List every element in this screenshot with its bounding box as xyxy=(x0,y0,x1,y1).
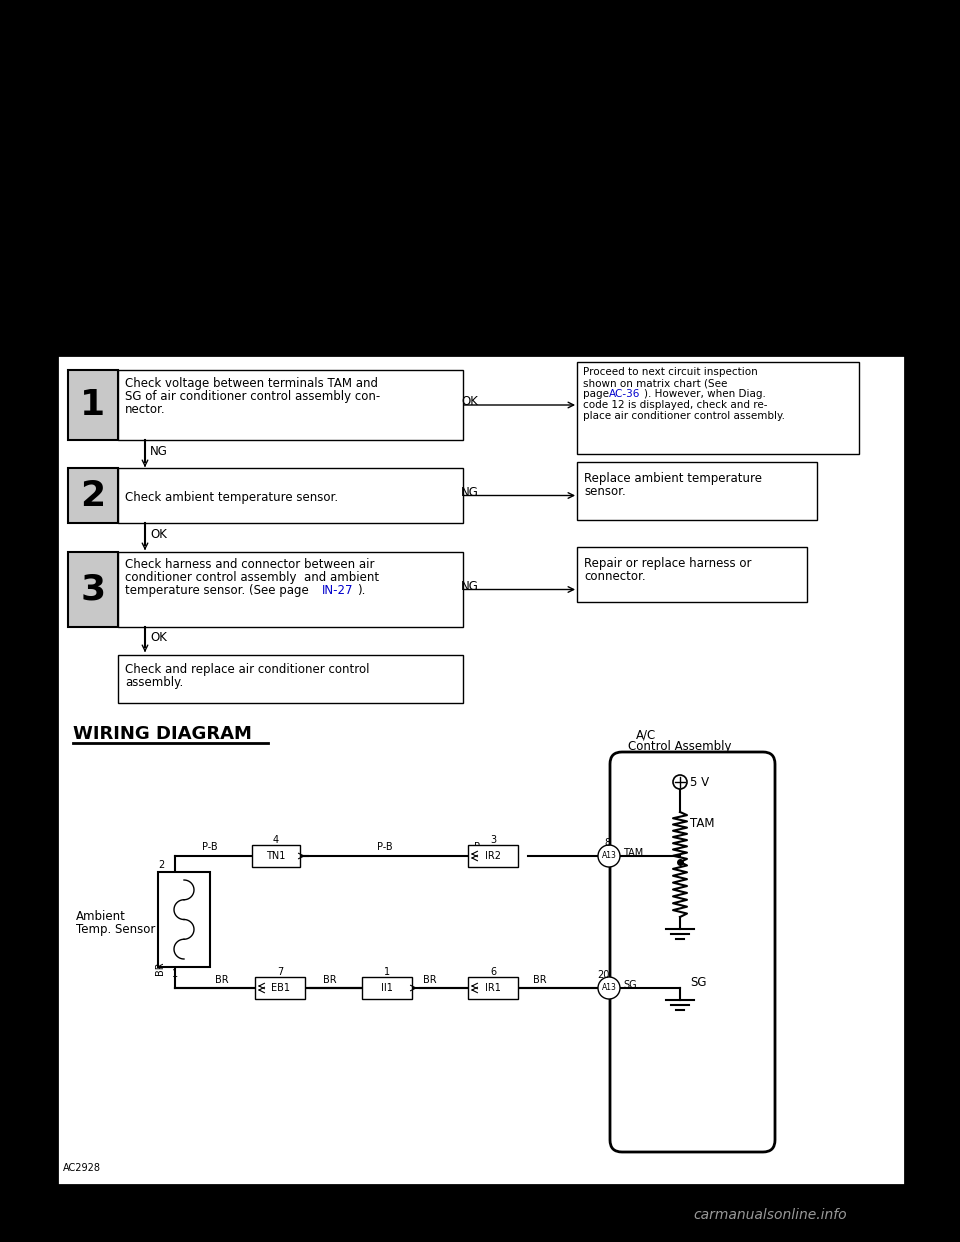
Text: A/C: A/C xyxy=(636,728,657,741)
Text: carmanualsonline.info: carmanualsonline.info xyxy=(693,1208,847,1222)
Text: A13: A13 xyxy=(602,984,616,992)
Text: 2: 2 xyxy=(157,859,164,869)
Text: Ambient: Ambient xyxy=(76,909,126,923)
Bar xyxy=(577,462,817,520)
Text: Check ambient temperature sensor.: Check ambient temperature sensor. xyxy=(125,491,338,503)
Text: 1: 1 xyxy=(384,968,390,977)
Text: SG of air conditioner control assembly con-: SG of air conditioner control assembly c… xyxy=(125,390,380,402)
Text: 1: 1 xyxy=(81,388,106,422)
Text: connector.: connector. xyxy=(584,570,646,582)
Bar xyxy=(57,355,905,1185)
Text: BR: BR xyxy=(215,975,228,985)
Text: 7: 7 xyxy=(276,968,283,977)
Text: sensor.: sensor. xyxy=(584,484,626,498)
Text: SG: SG xyxy=(623,980,636,990)
Text: P-B: P-B xyxy=(203,842,218,852)
Bar xyxy=(118,655,463,703)
Bar xyxy=(468,845,518,867)
Bar xyxy=(252,845,300,867)
Text: TN1: TN1 xyxy=(266,851,286,861)
Text: 8: 8 xyxy=(604,838,610,848)
Text: OK: OK xyxy=(461,395,478,409)
Text: 3: 3 xyxy=(490,835,496,845)
Text: Temp. Sensor: Temp. Sensor xyxy=(76,923,156,935)
Text: 20: 20 xyxy=(597,970,610,980)
Text: assembly.: assembly. xyxy=(125,676,183,689)
Text: ).: ). xyxy=(357,584,366,597)
Text: 4: 4 xyxy=(273,835,279,845)
Text: OK: OK xyxy=(150,528,167,542)
Text: conditioner control assembly  and ambient: conditioner control assembly and ambient xyxy=(125,571,379,584)
Text: shown on matrix chart (See: shown on matrix chart (See xyxy=(583,378,728,388)
Text: EB1: EB1 xyxy=(271,982,290,994)
Circle shape xyxy=(673,775,687,789)
Text: place air conditioner control assembly.: place air conditioner control assembly. xyxy=(583,411,785,421)
Text: Replace ambient temperature: Replace ambient temperature xyxy=(584,472,762,484)
Text: code 12 is displayed, check and re-: code 12 is displayed, check and re- xyxy=(583,400,767,410)
Bar xyxy=(577,361,859,455)
Text: temperature sensor. (See page: temperature sensor. (See page xyxy=(125,584,313,597)
Text: BR: BR xyxy=(533,975,547,985)
Text: Proceed to next circuit inspection: Proceed to next circuit inspection xyxy=(583,366,757,378)
Text: P: P xyxy=(474,842,480,852)
Text: TAM: TAM xyxy=(690,817,714,830)
Text: AC2928: AC2928 xyxy=(63,1163,101,1172)
Bar xyxy=(362,977,412,999)
Text: 6: 6 xyxy=(490,968,496,977)
Bar xyxy=(118,551,463,627)
Text: IN-27: IN-27 xyxy=(322,584,353,597)
Text: 5 V: 5 V xyxy=(690,776,709,789)
Text: page: page xyxy=(583,389,609,399)
Bar xyxy=(118,370,463,440)
Text: Check and replace air conditioner control: Check and replace air conditioner contro… xyxy=(125,663,370,676)
Text: ). However, when Diag.: ). However, when Diag. xyxy=(644,389,766,399)
Text: OK: OK xyxy=(150,631,167,645)
Text: Control Assembly: Control Assembly xyxy=(628,740,732,753)
FancyBboxPatch shape xyxy=(610,751,775,1153)
Bar xyxy=(118,468,463,523)
Bar xyxy=(68,468,118,523)
Bar xyxy=(468,977,518,999)
Text: WIRING DIAGRAM: WIRING DIAGRAM xyxy=(73,725,252,743)
Text: 2: 2 xyxy=(81,478,106,513)
Text: BR: BR xyxy=(423,975,437,985)
Text: II1: II1 xyxy=(381,982,393,994)
Text: NG: NG xyxy=(150,445,168,458)
Circle shape xyxy=(598,845,620,867)
Text: BR: BR xyxy=(324,975,337,985)
Bar xyxy=(68,370,118,440)
Text: A13: A13 xyxy=(602,852,616,861)
Text: Check voltage between terminals TAM and: Check voltage between terminals TAM and xyxy=(125,378,378,390)
Text: TAM: TAM xyxy=(623,848,643,858)
Text: Check harness and connector between air: Check harness and connector between air xyxy=(125,558,374,571)
Bar xyxy=(68,551,118,627)
Text: NG: NG xyxy=(461,486,479,498)
Text: IR2: IR2 xyxy=(485,851,501,861)
Text: Repair or replace harness or: Repair or replace harness or xyxy=(584,556,752,570)
Bar xyxy=(158,872,210,968)
Text: 1: 1 xyxy=(172,969,178,979)
Text: 3: 3 xyxy=(81,573,106,606)
Text: NG: NG xyxy=(461,580,479,592)
Text: BR: BR xyxy=(155,961,165,975)
Text: IR1: IR1 xyxy=(485,982,501,994)
Circle shape xyxy=(598,977,620,999)
Text: nector.: nector. xyxy=(125,402,166,416)
Text: P-B: P-B xyxy=(377,842,393,852)
Bar xyxy=(577,546,807,602)
Text: AC-36: AC-36 xyxy=(609,389,640,399)
Text: SG: SG xyxy=(690,975,707,989)
Bar xyxy=(255,977,305,999)
